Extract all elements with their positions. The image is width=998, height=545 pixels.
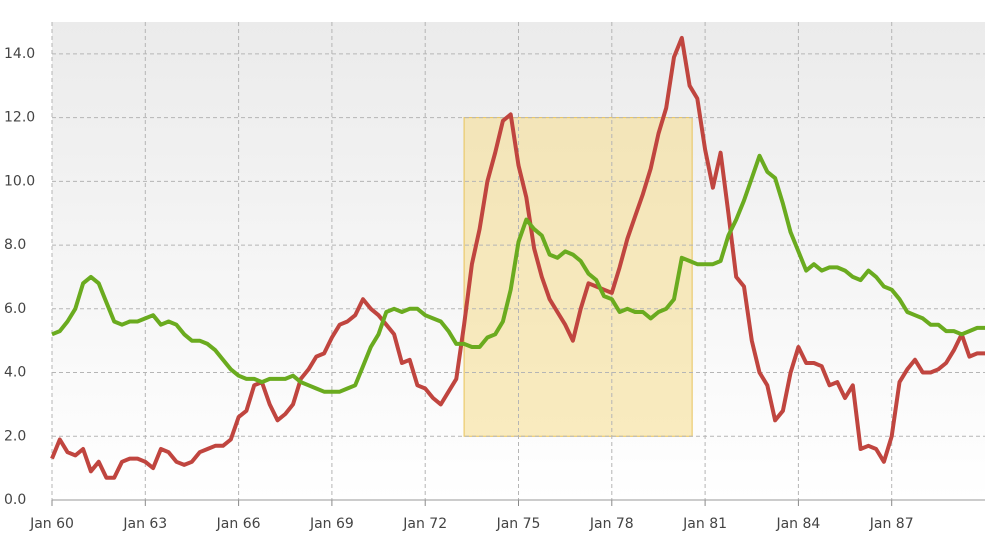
x-tick-label: Jan 87 xyxy=(869,516,914,532)
y-tick-label: 14.0 xyxy=(4,46,35,62)
y-tick-label: 0.0 xyxy=(4,492,26,508)
y-tick-label: 6.0 xyxy=(4,301,26,317)
highlight-region xyxy=(463,117,693,437)
y-tick-label: 4.0 xyxy=(4,365,26,381)
x-tick-label: Jan 69 xyxy=(309,516,354,532)
x-tick-label: Jan 63 xyxy=(122,516,167,532)
y-tick-label: 2.0 xyxy=(4,428,26,444)
series-line xyxy=(51,153,985,394)
x-tick-label: Jan 84 xyxy=(775,516,820,532)
series-line xyxy=(50,35,985,480)
y-tick-label: 10.0 xyxy=(4,173,35,189)
x-tick-label: Jan 75 xyxy=(496,516,541,532)
y-tick-label: 8.0 xyxy=(4,237,26,253)
x-tick-label: Jan 81 xyxy=(682,516,727,532)
x-tick-label: Jan 66 xyxy=(216,516,261,532)
x-tick-label: Jan 72 xyxy=(402,516,447,532)
y-tick-label: 12.0 xyxy=(4,110,35,126)
x-tick-label: Jan 78 xyxy=(589,516,634,532)
x-tick-label: Jan 60 xyxy=(29,516,74,532)
